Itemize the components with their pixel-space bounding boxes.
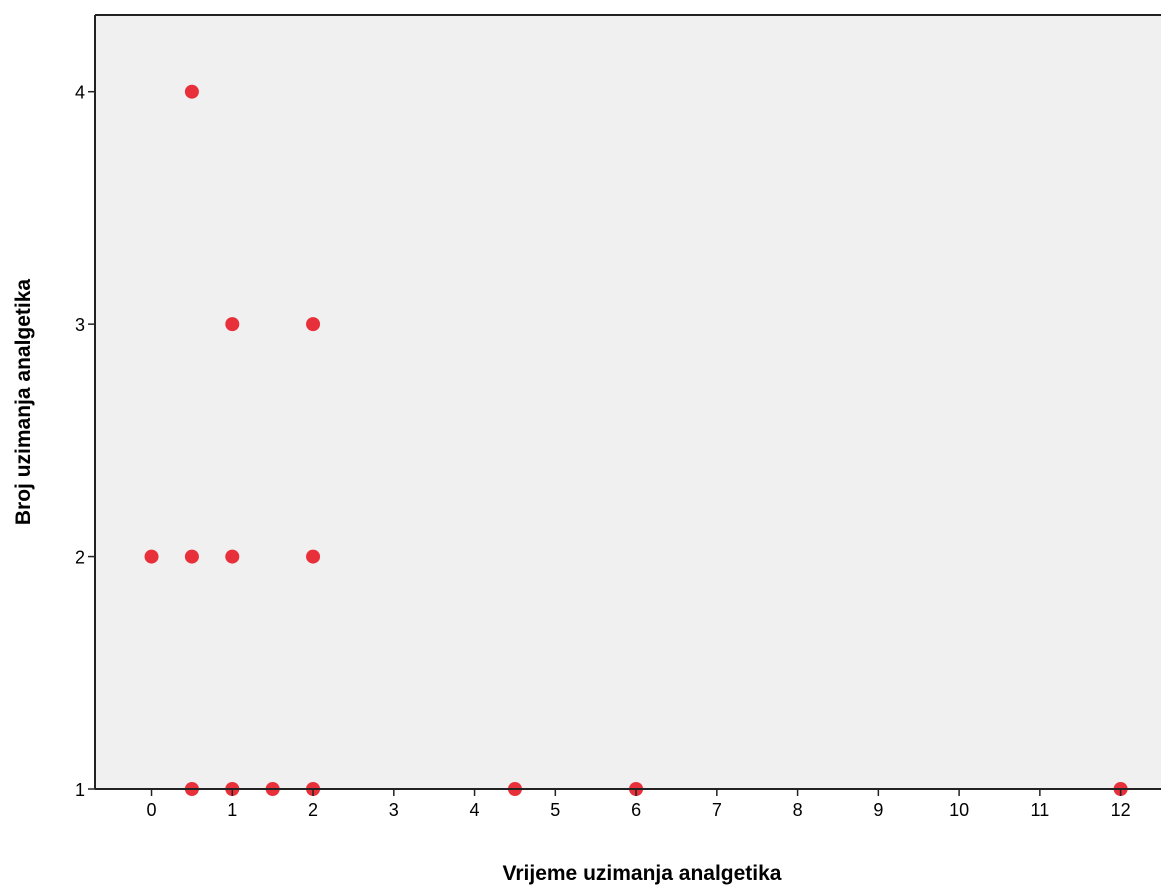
x-tick-label: 12 [1111,800,1131,820]
x-tick-label: 0 [147,800,157,820]
x-tick-label: 9 [873,800,883,820]
x-tick-label: 2 [308,800,318,820]
y-tick-label: 1 [75,780,85,800]
x-tick-label: 3 [389,800,399,820]
x-tick-label: 5 [550,800,560,820]
y-tick-label: 3 [75,315,85,335]
data-point [306,549,321,564]
x-axis-ticks: 0 1 2 3 4 5 6 7 8 9 10 11 12 [147,789,1131,820]
x-tick-label: 8 [793,800,803,820]
data-point [144,549,159,564]
data-point [184,549,199,564]
plot-frame [94,14,1161,790]
y-axis-title: Broj uzimanja analgetika [12,279,35,526]
x-tick-label: 11 [1031,800,1050,820]
data-point [184,84,199,99]
data-point [225,549,240,564]
plot-area [95,15,1161,789]
x-tick-label: 7 [712,800,722,820]
data-point [306,317,321,332]
x-tick-label: 1 [227,800,237,820]
x-tick-label: 6 [631,800,641,820]
x-tick-label: 4 [470,800,480,820]
data-point [225,317,240,332]
y-axis-ticks: 1 2 3 4 [75,83,95,800]
x-tick-label: 10 [949,800,969,820]
x-axis-title: Vrijeme uzimanja analgetika [503,862,782,885]
y-tick-label: 2 [75,548,85,568]
y-tick-label: 4 [75,83,85,103]
